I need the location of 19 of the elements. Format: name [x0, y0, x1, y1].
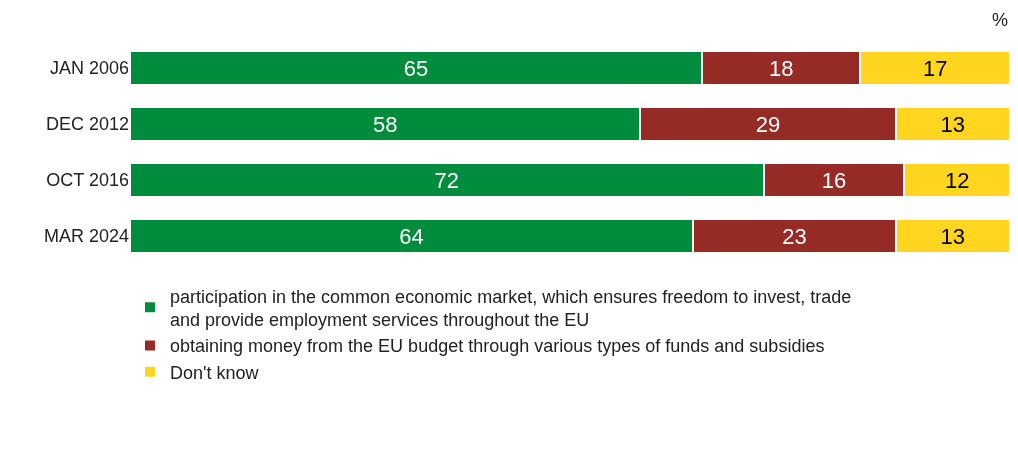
legend-label: obtaining money from the EU budget through various types of funds and subsidies: [170, 336, 825, 357]
y-tick-label: DEC 2012: [45, 114, 129, 135]
data-label: 72: [434, 167, 460, 193]
data-label: 58: [372, 111, 398, 137]
text: %: [992, 10, 1009, 30]
y-tick-label: JAN 2006: [49, 58, 129, 79]
data-label: 23: [782, 223, 807, 249]
data-label: 17: [922, 55, 948, 81]
data-label: 18: [768, 55, 794, 81]
data-label: 16: [821, 167, 847, 193]
data-label: 13: [940, 223, 966, 249]
data-label: 29: [755, 111, 781, 137]
y-tick-label: MAR 2024: [43, 226, 129, 247]
legend-label: Don't know: [170, 362, 260, 383]
data-label: 13: [940, 111, 966, 137]
data-label: 64: [399, 223, 424, 249]
data-label: 12: [944, 167, 970, 193]
data-label: 65: [403, 55, 429, 81]
y-tick-label: OCT 2016: [46, 170, 129, 191]
